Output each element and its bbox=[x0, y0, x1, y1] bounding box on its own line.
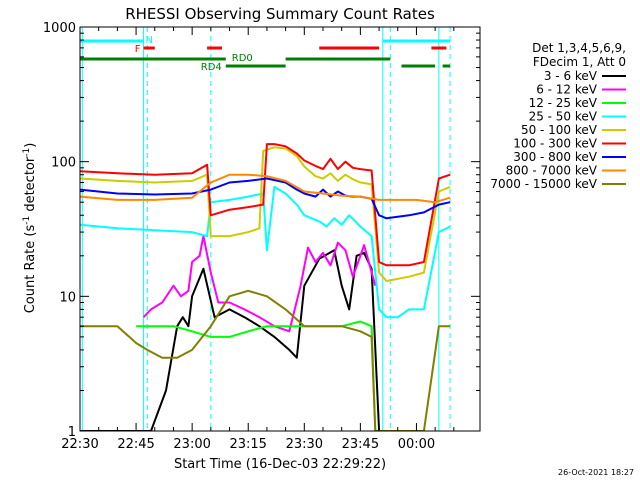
y-axis-label-end: ) bbox=[23, 143, 38, 148]
y-tick-label-3: 1000 bbox=[43, 21, 76, 36]
state-label-rd0: RD0 bbox=[232, 53, 253, 64]
legend-label-7: 800 - 7000 keV bbox=[506, 164, 598, 178]
x-tick-label-0: 22:30 bbox=[61, 437, 98, 452]
legend-label-0: 3 - 6 keV bbox=[544, 69, 598, 83]
legend: Det 1,3,4,5,6,9, FDecim 1, Att 0 3 - 6 k… bbox=[490, 41, 626, 191]
y-axis-label-sup1: -1 bbox=[22, 216, 32, 225]
series-line-8 bbox=[80, 289, 451, 431]
x-axis-label: Start Time (16-Dec-03 22:29:22) bbox=[174, 457, 386, 472]
plot-area bbox=[80, 27, 451, 431]
legend-header-line-2: FDecim 1, Att 0 bbox=[533, 55, 626, 69]
legend-label-6: 300 - 800 keV bbox=[513, 150, 597, 164]
legend-header-line-1: Det 1,3,4,5,6,9, bbox=[532, 41, 626, 55]
x-tick-label-2: 23:00 bbox=[173, 437, 210, 452]
series-line-3 bbox=[80, 185, 451, 319]
x-tick-label-1: 22:45 bbox=[117, 437, 154, 452]
y-axis-label-main: Count Rate (s bbox=[23, 225, 38, 314]
legend-label-2: 12 - 25 keV bbox=[529, 96, 598, 110]
series-line-7 bbox=[80, 173, 451, 204]
state-bars: NF RD0 RD4 bbox=[80, 35, 451, 73]
y-axis-label-mid: detector bbox=[23, 156, 38, 216]
series-line-5 bbox=[80, 143, 451, 267]
x-tick-label-6: 00:00 bbox=[398, 437, 435, 452]
y-tick-label-2: 100 bbox=[51, 156, 76, 171]
series-line-4 bbox=[80, 146, 451, 282]
x-tick-label-4: 23:30 bbox=[286, 437, 323, 452]
timestamp: 26-Oct-2021 18:27 bbox=[558, 468, 634, 477]
legend-label-3: 25 - 50 keV bbox=[529, 110, 598, 124]
x-tick-label-3: 23:15 bbox=[229, 437, 266, 452]
series-line-1 bbox=[142, 235, 377, 333]
y-tick-label-0: 1 bbox=[68, 425, 76, 440]
axes: 22:30 22:45 23:00 23:15 23:30 23:45 00:00 1 10 10… bbox=[43, 21, 481, 452]
series-line-6 bbox=[80, 177, 451, 220]
legend-label-1: 6 - 12 keV bbox=[536, 83, 598, 97]
x-tick-label-5: 23:45 bbox=[342, 437, 379, 452]
plot-frame bbox=[79, 26, 481, 432]
chart-title: RHESSI Observing Summary Count Rates bbox=[125, 5, 435, 23]
y-axis-label-sup2: -1 bbox=[22, 148, 32, 157]
legend-label-8: 7000 - 15000 keV bbox=[490, 177, 597, 191]
y-axis-label: Count Rate (s-1 detector-1) bbox=[22, 143, 38, 314]
state-label-f: F bbox=[135, 44, 141, 55]
state-label-rd4: RD4 bbox=[201, 62, 222, 73]
series-line-2 bbox=[136, 320, 398, 431]
legend-label-4: 50 - 100 keV bbox=[521, 123, 598, 137]
state-label-n: N bbox=[146, 35, 153, 46]
y-tick-label-1: 10 bbox=[59, 290, 76, 305]
legend-label-5: 100 - 300 keV bbox=[513, 137, 597, 151]
